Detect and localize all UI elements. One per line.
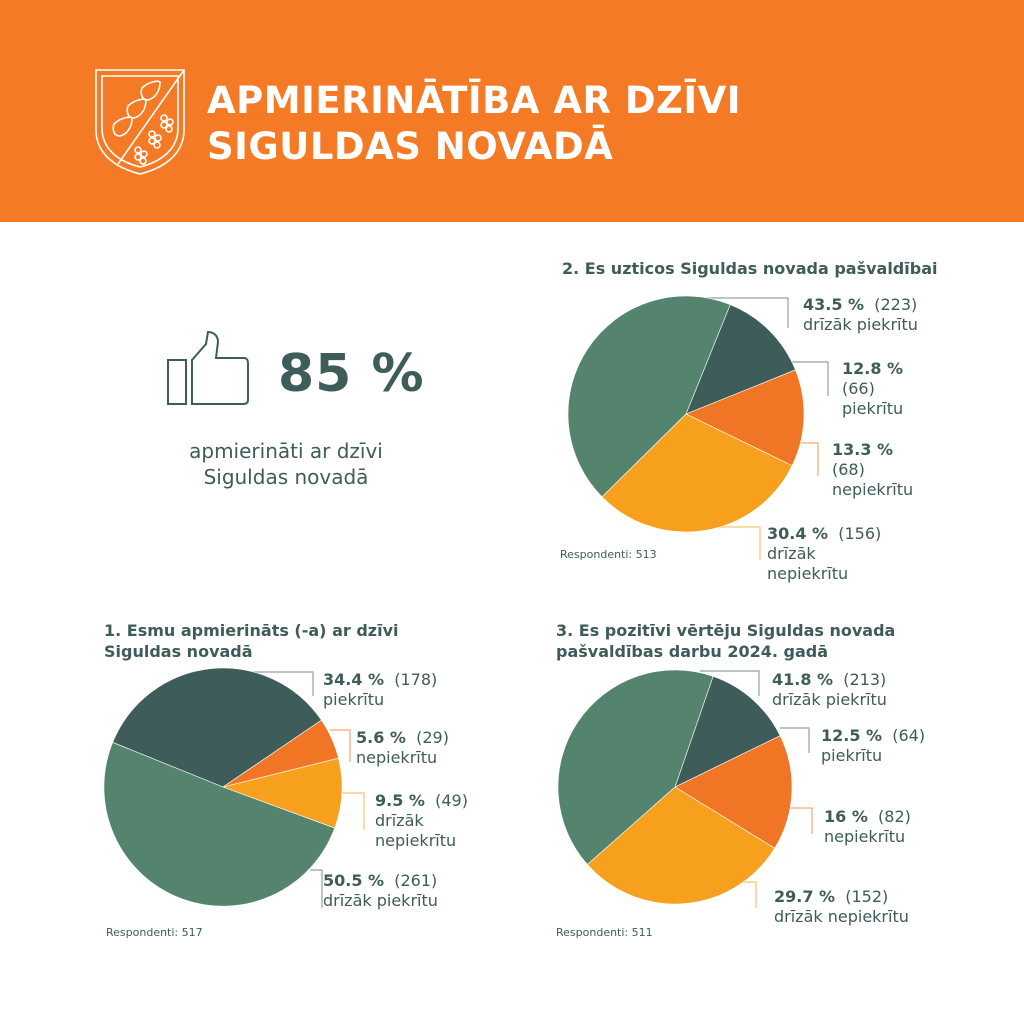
percent-label: 29.7 % (774, 887, 836, 906)
chart-3-title-line-2: pašvaldības darbu 2024. gadā (556, 642, 828, 661)
percent-label: 16 % (824, 807, 868, 826)
chart-3-title-line-1: 3. Es pozitīvi vērtēju Siguldas novada (556, 621, 896, 640)
chart-3-title: 3. Es pozitīvi vērtēju Siguldas novada p… (556, 620, 895, 662)
count-label: (152) (845, 887, 889, 906)
pie-slice-drizak-piekritu (557, 669, 714, 865)
pie-slice-drizak-nepiekritu (221, 757, 343, 829)
count-label: (82) (878, 807, 911, 826)
chart-1-label-drizak-piekritu: 50.5 % (261) drīzāk piekrītu (323, 871, 438, 911)
pie-slice-piekritu (685, 304, 796, 415)
pie-chart-2 (567, 295, 805, 533)
chart-1-title-line-1: 1. Esmu apmierināts (-a) ar dzīvi (104, 621, 399, 640)
count-label: (213) (843, 670, 887, 689)
thumbs-up-icon (167, 330, 249, 405)
chart-3-label-nepiekritu: 16 % (82) nepiekrītu (824, 807, 911, 847)
pie-slice-nepiekritu (222, 719, 339, 788)
category-label: piekrītu (842, 399, 904, 418)
chart-3-label-drizak-piekritu: 41.8 % (213) drīzāk piekrītu (772, 670, 887, 710)
category-label: nepiekrītu (356, 748, 438, 767)
page-title-line-1: APMIERINĀTĪBA AR DZĪVI (207, 79, 742, 122)
count-label: (68) (832, 460, 865, 479)
pie-slice-piekritu (112, 667, 322, 788)
percent-label: 5.6 % (356, 728, 406, 747)
chart-3-label-drizak-nepiekritu: 29.7 % (152) drīzāk nepiekrītu (774, 887, 909, 927)
percent-label: 9.5 % (375, 791, 425, 810)
percent-label: 12.8 % (842, 359, 904, 378)
leader-line (310, 869, 323, 908)
count-label: (223) (874, 295, 918, 314)
chart-1-label-piekritu: 34.4 % (178) piekrītu (323, 670, 437, 710)
percent-label: 13.3 % (832, 440, 894, 459)
category-label-line-1: drīzāk (767, 544, 816, 563)
category-label: nepiekrītu (832, 480, 914, 499)
page-title: APMIERINĀTĪBA AR DZĪVI SIGULDAS NOVADĀ (207, 78, 741, 170)
kpi-caption-line-1: apmierināti ar dzīvi (189, 439, 383, 463)
leader-line (780, 727, 810, 753)
kpi-caption: apmierināti ar dzīvi Siguldas novadā (168, 438, 404, 490)
percent-label: 34.4 % (323, 670, 385, 689)
count-label: (178) (394, 670, 438, 689)
category-label-line-1: drīzāk (375, 811, 424, 830)
leader-line (790, 807, 813, 834)
leader-line (330, 729, 351, 762)
count-label: (66) (842, 379, 875, 398)
pie-slice-drizak-nepiekritu (601, 413, 793, 533)
leader-line (700, 670, 760, 696)
pie-chart-3 (557, 669, 793, 905)
category-label-line-2: nepiekrītu (375, 831, 457, 850)
count-label: (29) (416, 728, 449, 747)
chart-1-title: 1. Esmu apmierināts (-a) ar dzīvi Siguld… (104, 620, 398, 662)
chart-1-title-line-2: Siguldas novadā (104, 642, 253, 661)
leader-line (790, 361, 829, 396)
chart-2-label-piekritu: 12.8 % (66) piekrītu (842, 359, 903, 419)
category-label: piekrītu (323, 690, 385, 709)
chart-3-respondents: Respondenti: 511 (556, 926, 653, 939)
leader-line (340, 792, 365, 830)
category-label: drīzāk piekrītu (323, 891, 438, 910)
pie-slice-nepiekritu (685, 369, 805, 467)
leader-line (798, 442, 819, 476)
category-label: nepiekrītu (824, 827, 906, 846)
chart-2-label-drizak-nepiekritu: 30.4 % (156) drīzāk nepiekrītu (767, 524, 881, 584)
kpi-value: 85 % (278, 344, 425, 404)
chart-1-label-drizak-nepiekritu: 9.5 % (49) drīzāk nepiekrītu (375, 791, 468, 851)
count-label: (64) (892, 726, 926, 745)
percent-label: 43.5 % (803, 295, 865, 314)
category-label: piekrītu (821, 746, 883, 765)
page-title-line-2: SIGULDAS NOVADĀ (207, 125, 614, 168)
chart-2-title: 2. Es uzticos Siguldas novada pašvaldība… (562, 259, 938, 278)
leader-line (700, 526, 761, 560)
pie-slice-nepiekritu (674, 735, 793, 849)
percent-label: 30.4 % (767, 524, 829, 543)
percent-label: 12.5 % (821, 726, 883, 745)
category-label: drīzāk piekrītu (803, 315, 918, 334)
coat-of-arms-icon (95, 69, 185, 175)
category-label: drīzāk piekrītu (772, 690, 887, 709)
chart-2-respondents: Respondenti: 513 (560, 548, 657, 561)
pie-chart-1 (103, 667, 343, 907)
category-label-line-2: nepiekrītu (767, 564, 849, 583)
count-label: (49) (435, 791, 468, 810)
category-label: drīzāk nepiekrītu (774, 907, 909, 926)
chart-2-label-nepiekritu: 13.3 % (68) nepiekrītu (832, 440, 913, 500)
chart-2-label-drizak-piekritu: 43.5 % (223) drīzāk piekrītu (803, 295, 918, 335)
leader-line (738, 881, 757, 908)
pie-slice-drizak-piekritu (103, 742, 336, 907)
header-banner: APMIERINĀTĪBA AR DZĪVI SIGULDAS NOVADĀ (0, 0, 1024, 222)
pie-slice-drizak-nepiekritu (586, 786, 776, 905)
count-label: (261) (394, 871, 438, 890)
leader-line (250, 671, 314, 696)
pie-slice-piekritu (674, 675, 781, 788)
leader-line (700, 297, 789, 328)
chart-1-respondents: Respondenti: 517 (106, 926, 203, 939)
percent-label: 50.5 % (323, 871, 385, 890)
chart-3-label-piekritu: 12.5 % (64) piekrītu (821, 726, 925, 766)
percent-label: 41.8 % (772, 670, 834, 689)
count-label: (156) (838, 524, 882, 543)
chart-1-label-nepiekritu: 5.6 % (29) nepiekrītu (356, 728, 449, 768)
kpi-caption-line-2: Siguldas novadā (203, 465, 369, 489)
pie-slice-drizak-piekritu (567, 295, 731, 498)
